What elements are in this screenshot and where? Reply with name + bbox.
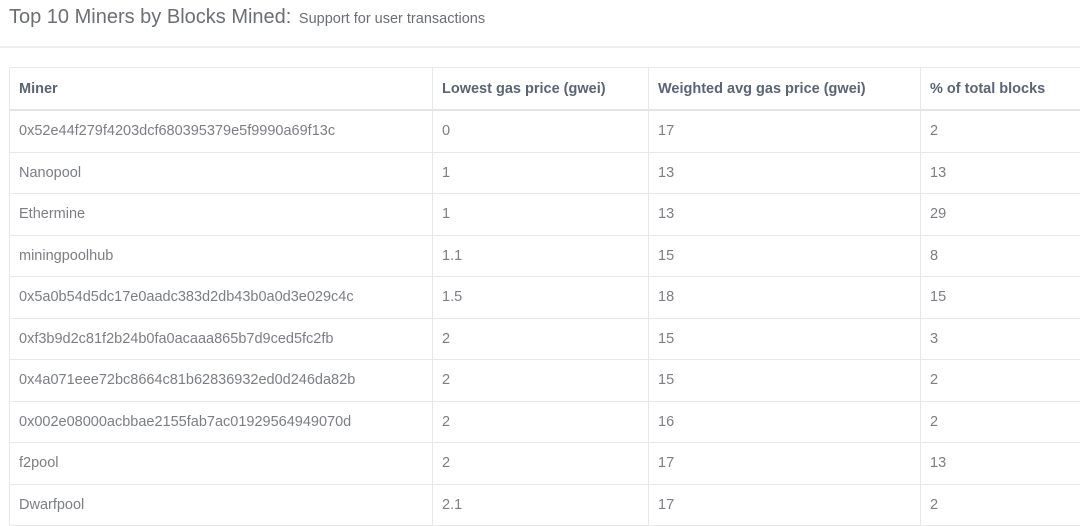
divider [0,46,1080,48]
table-row: 0x5a0b54d5dc17e0aadc383d2db43b0a0d3e029c… [9,276,1080,319]
cell-miner: Ethermine [9,193,433,236]
table-row: f2pool 2 17 13 [9,442,1080,485]
cell-miner: 0x52e44f279f4203dcf680395379e5f9990a69f1… [9,109,433,153]
cell-lowest-gas: 2 [432,442,649,485]
cell-weighted-avg-gas: 18 [648,276,921,319]
cell-weighted-avg-gas: 15 [648,359,921,402]
cell-lowest-gas: 1.1 [432,234,649,277]
cell-pct-blocks: 3 [920,317,1080,360]
cell-miner: 0x4a071eee72bc8664c81b62836932ed0d246da8… [9,359,433,402]
cell-pct-blocks: 2 [920,109,1080,153]
page-title: Top 10 Miners by Blocks Mined: Support f… [9,6,485,29]
cell-pct-blocks: 13 [920,442,1080,485]
cell-pct-blocks: 29 [920,193,1080,236]
cell-lowest-gas: 2 [432,400,649,443]
table-row: 0x002e08000acbbae2155fab7ac0192956494907… [9,400,1080,443]
cell-weighted-avg-gas: 16 [648,400,921,443]
cell-weighted-avg-gas: 17 [648,483,921,526]
cell-miner: 0x5a0b54d5dc17e0aadc383d2db43b0a0d3e029c… [9,276,433,319]
table-row: 0xf3b9d2c81f2b24b0fa0acaaa865b7d9ced5fc2… [9,317,1080,360]
column-header-miner: Miner [9,67,433,111]
cell-pct-blocks: 15 [920,276,1080,319]
cell-miner: f2pool [9,442,433,485]
cell-lowest-gas: 1 [432,193,649,236]
cell-lowest-gas: 2 [432,317,649,360]
column-header-pct-blocks: % of total blocks [920,67,1080,111]
cell-pct-blocks: 2 [920,400,1080,443]
cell-lowest-gas: 2.1 [432,483,649,526]
cell-miner: 0xf3b9d2c81f2b24b0fa0acaaa865b7d9ced5fc2… [9,317,433,360]
table-row: 0x4a071eee72bc8664c81b62836932ed0d246da8… [9,359,1080,402]
cell-lowest-gas: 0 [432,109,649,153]
table-row: Nanopool 1 13 13 [9,151,1080,194]
table-header-row: Miner Lowest gas price (gwei) Weighted a… [9,67,1080,111]
cell-miner: Nanopool [9,151,433,194]
subtitle-text: Support for user transactions [298,11,486,27]
cell-pct-blocks: 8 [920,234,1080,277]
cell-weighted-avg-gas: 13 [648,193,921,236]
cell-pct-blocks: 2 [920,483,1080,526]
cell-weighted-avg-gas: 17 [648,109,921,153]
column-header-lowest-gas: Lowest gas price (gwei) [432,67,649,111]
cell-weighted-avg-gas: 15 [648,234,921,277]
cell-weighted-avg-gas: 17 [648,442,921,485]
title-text: Top 10 Miners by Blocks Mined: [9,6,292,28]
cell-lowest-gas: 1 [432,151,649,194]
cell-pct-blocks: 13 [920,151,1080,194]
cell-miner: 0x002e08000acbbae2155fab7ac0192956494907… [9,400,433,443]
cell-miner: Dwarfpool [9,483,433,526]
cell-pct-blocks: 2 [920,359,1080,402]
cell-weighted-avg-gas: 15 [648,317,921,360]
cell-lowest-gas: 2 [432,359,649,402]
table-row: Ethermine 1 13 29 [9,193,1080,236]
cell-miner: miningpoolhub [9,234,433,277]
table-row: miningpoolhub 1.1 15 8 [9,234,1080,277]
table-row: 0x52e44f279f4203dcf680395379e5f9990a69f1… [9,109,1080,153]
miners-table: Miner Lowest gas price (gwei) Weighted a… [9,67,1080,526]
cell-weighted-avg-gas: 13 [648,151,921,194]
cell-lowest-gas: 1.5 [432,276,649,319]
column-header-weighted-avg-gas: Weighted avg gas price (gwei) [648,67,921,111]
table-row: Dwarfpool 2.1 17 2 [9,483,1080,526]
